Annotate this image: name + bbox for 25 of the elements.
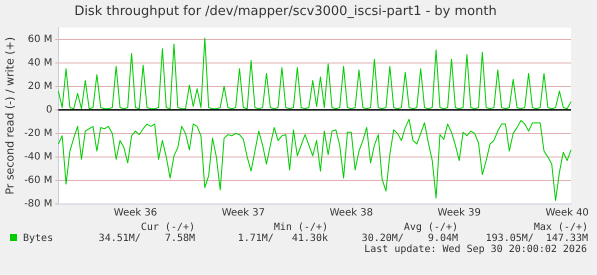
y-tick-label: 20 M xyxy=(28,80,52,92)
text: 1.71M/ 41.30k xyxy=(236,233,328,244)
y-axis-title: Pr second read (-) / write (+) xyxy=(3,36,16,195)
text: Cur (-/+) xyxy=(140,222,195,233)
x-tick-label: Week 38 xyxy=(330,208,373,219)
y-tick-label: -80 M xyxy=(24,198,52,210)
text: 34.51M/ 7.58M xyxy=(98,233,195,244)
x-tick-label: Week 39 xyxy=(438,208,481,219)
y-tick-label: -40 M xyxy=(24,152,52,163)
y-tick-label: 0 xyxy=(46,104,52,116)
chart-title: Disk throughput for /dev/mapper/scv3000_iscsi-part1 - by month xyxy=(74,4,497,20)
text: 193.05M/ 147.33M xyxy=(484,233,588,244)
y-tick-label: 60 M xyxy=(28,34,52,45)
text: Avg (-/+) xyxy=(402,222,458,233)
text: Min (-/+) xyxy=(272,222,328,233)
text: Max (-/+) xyxy=(532,222,588,233)
x-tick-label: Week 40 xyxy=(545,208,589,219)
legend-label: Bytes xyxy=(22,233,54,244)
y-tick-label: -20 M xyxy=(24,128,52,140)
x-tick-label: Week 36 xyxy=(114,208,158,219)
text: Last update: Wed Sep 30 20:00:02 2026 xyxy=(363,244,587,255)
text: 30.20M/ 9.04M xyxy=(360,233,458,244)
y-tick-label: -60 M xyxy=(24,175,52,186)
x-tick-label: Week 37 xyxy=(222,208,266,219)
y-tick-label: 40 M xyxy=(28,57,52,68)
